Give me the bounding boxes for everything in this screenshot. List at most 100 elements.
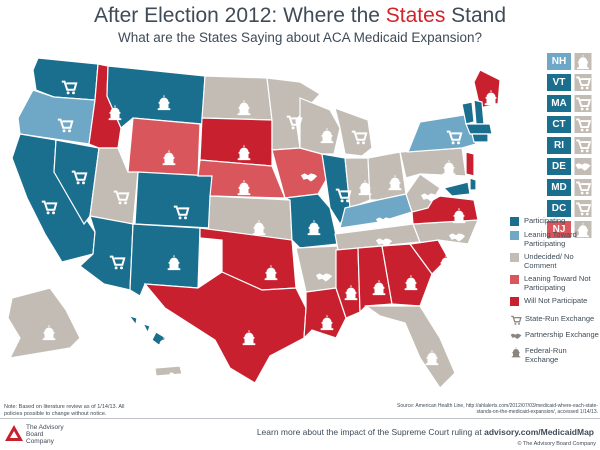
state-pr [154,365,183,377]
capitol-icon [320,127,334,144]
state-nd [201,75,273,121]
state-code-label: NH [547,52,571,70]
small-state-dc: DC [547,199,597,217]
state-wi [299,97,341,155]
capitol-icon [484,89,498,106]
note-text: Note: Based on literature review as of 1… [4,404,125,417]
cart-icon [574,178,592,196]
state-de [469,177,477,191]
capitol-icon [439,254,453,271]
state-tx [143,271,307,384]
cart-icon [71,170,88,185]
capitol-icon [442,159,456,176]
state-wy [127,117,201,177]
learn-more-text: Learn more about the impact of the Supre… [256,427,594,437]
capitol-icon [237,144,251,161]
state-mn [266,77,321,151]
small-states-list: NH VT MA CT RI DE MD DC NJ [547,52,597,241]
state-vt [461,101,475,125]
handshake-icon [375,217,393,226]
state-pa [399,147,467,179]
state-oh [367,151,407,201]
legend-undecided: Undecided/ No Comment [510,252,600,270]
state-nh [473,99,485,125]
state-co [134,171,213,229]
capitol-icon [320,314,334,331]
page-title: After Election 2012: Where the States St… [93,4,507,27]
capitol-icon [404,274,418,291]
legend-federal-run: Federal-Run Exchange [510,346,600,364]
legend: Participating Leaning Toward Participati… [510,216,600,368]
state-ct [471,133,489,143]
state-ga [381,243,433,307]
capitol-icon [372,279,386,296]
cart-icon [335,188,352,203]
small-state-md: MD [547,178,597,196]
state-ar [295,245,339,293]
capitol-icon [574,52,592,70]
state-ma [465,123,493,135]
source-text: Source: American Health Line, http://ahl… [397,403,598,415]
cart-icon [286,115,303,130]
footer-divider [0,418,600,419]
small-state-nh: NH [547,52,597,70]
legend-participating: Participating [510,216,600,226]
capitol-icon [452,207,466,224]
cart-icon [169,372,186,387]
state-fl [364,305,456,389]
handshake-icon [574,157,592,175]
page-subtitle: What are the States Saying about ACA Med… [118,30,482,45]
handshake-icon [375,238,393,247]
state-code-label: MA [547,94,571,112]
state-code-label: VT [547,73,571,91]
small-state-de: DE [547,157,597,175]
state-sd [199,117,273,167]
capitol-icon [344,284,358,301]
capitol-icon [388,174,402,191]
us-map [7,57,501,389]
capitol-icon [252,219,266,236]
advisory-board-logo-icon [5,425,23,441]
legend-leaning-participating: Leaning Toward Participating [510,230,600,248]
state-m [335,247,361,319]
capitol-icon [237,179,251,196]
cart-icon [446,130,463,145]
legend-partnership: Partnership Exchange [510,330,600,342]
state-al [357,245,393,314]
copyright-text: © The Advisory Board Company [517,441,596,447]
capitol-icon [108,104,122,121]
cart-icon [41,200,58,215]
state-code-label: MD [547,178,571,196]
small-state-ri: RI [547,136,597,154]
handshake-icon [300,173,318,182]
cart-icon [574,94,592,112]
state-nv [53,139,100,226]
handshake-icon [420,193,438,202]
capitol-icon [42,324,56,341]
cart-icon [574,115,592,133]
capitol-icon [167,254,181,271]
cart-icon [173,205,190,220]
cart-icon [61,80,78,95]
legend-not-participating: Will Not Participate [510,296,600,306]
capitol-icon [574,220,592,238]
state-md [442,181,471,197]
logo-text: The Advisory Board Company [26,424,64,445]
handshake-icon [510,333,522,339]
cart-icon [113,190,130,205]
state-mt [106,65,206,129]
capitol-icon [162,149,176,166]
cart-icon [511,315,522,325]
capitol-icon [425,349,439,366]
legend-leaning-not: Leaning Toward Not Participating [510,274,600,292]
state-code-label: DC [547,199,571,217]
cart-icon [574,73,592,91]
state-code-label: DE [547,157,571,175]
state-code-label: RI [547,136,571,154]
capitol-icon [157,94,171,111]
legend-state-run: State-Run Exchange [510,314,600,326]
state-nj [465,151,475,177]
learn-more-link[interactable]: advisory.com/MedicaidMap [484,427,594,437]
capitol-icon [358,179,372,196]
capitol-icon [157,336,171,353]
